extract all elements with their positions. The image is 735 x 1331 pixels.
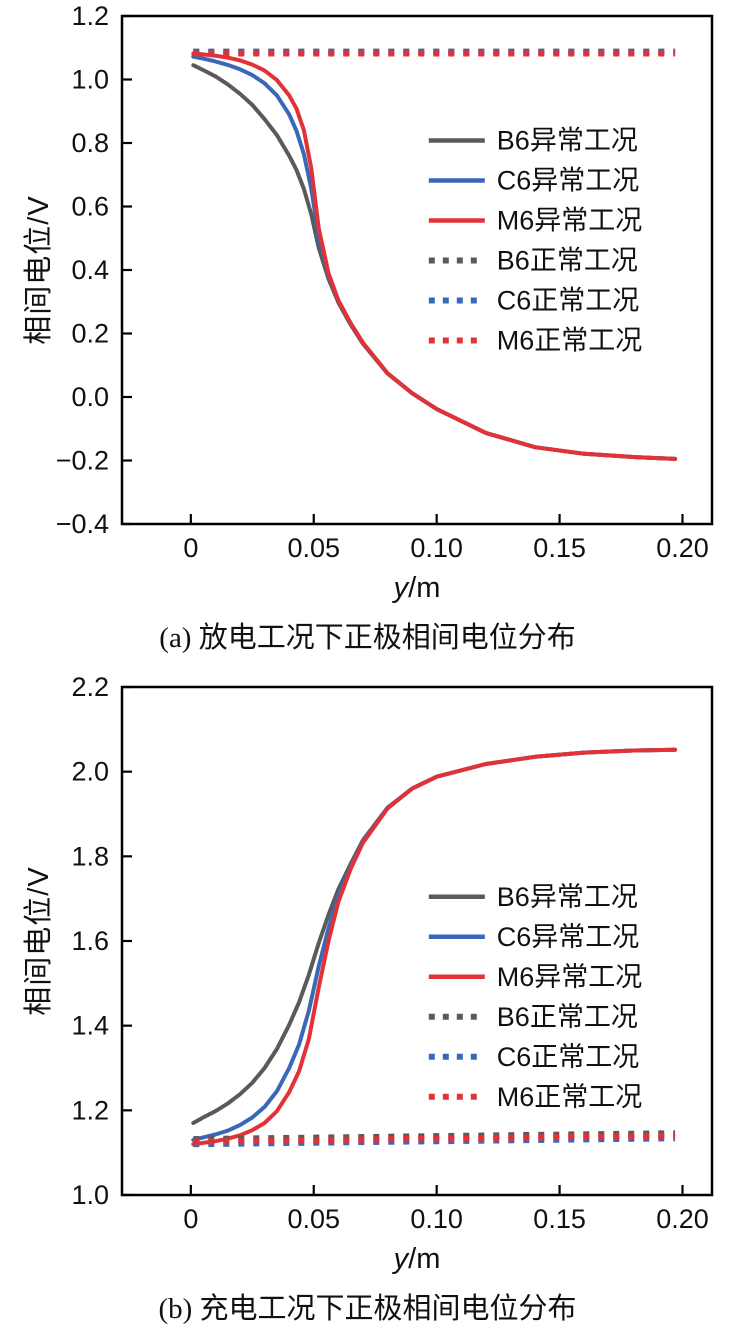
x-tick-label: 0.05	[287, 533, 340, 560]
x-tick-label: 0	[183, 533, 198, 560]
y-tick-label: 2.0	[71, 757, 109, 787]
legend-label-b6-abnormal: B6异常工况	[497, 882, 638, 912]
plot-frame	[120, 685, 714, 1197]
chart-b-y-axis-title: 相间电位/V	[23, 866, 55, 1016]
chart-b-caption: (b) 充电工况下正极相间电位分布	[158, 1293, 577, 1325]
chart-a-x-axis-title: y/m	[394, 572, 441, 605]
legend-label-c6-abnormal: C6异常工况	[497, 165, 640, 195]
y-tick-label: −0.4	[56, 509, 109, 539]
series-m6-abnormal	[191, 51, 678, 461]
series-m6-abnormal	[191, 747, 678, 1147]
y-tick-label: 1.6	[71, 926, 109, 956]
x-tick-label: 0.10	[410, 533, 463, 560]
x-tick-label: 0.20	[656, 533, 709, 560]
x-tick-label: 0.10	[410, 1204, 463, 1231]
y-tick-label: 0.4	[71, 255, 109, 285]
legend-label-b6-normal: B6正常工况	[497, 245, 638, 275]
y-tick-label: 2.2	[71, 672, 109, 702]
y-tick-label: 1.4	[71, 1011, 109, 1041]
chart-a-caption: (a) 放电工况下正极相间电位分布	[159, 622, 576, 654]
legend-label-m6-normal: M6正常工况	[497, 325, 643, 355]
x-tick-label: 0.15	[533, 1204, 586, 1231]
y-tick-label: −0.2	[56, 446, 109, 476]
y-tick-label: 1.0	[71, 65, 109, 95]
y-tick-label: 0.8	[71, 128, 109, 158]
legend-label-c6-normal: C6正常工况	[497, 1042, 640, 1072]
chart-b: 0 0.05 0.10 0.15 0.20 1.0 1.2 1.4 1.6 1.8 2.0 2.2 B6…	[0, 671, 735, 1331]
plot-frame	[120, 14, 714, 526]
x-tick-label: 0.15	[533, 533, 586, 560]
y-tick-label: 1.2	[71, 1095, 109, 1125]
x-axis-variable: y	[393, 572, 409, 604]
chart-a-plot: 0 0.05 0.10 0.15 0.20 −0.4 −0.2 0.0 0.2 0.4 0.6 0.8…	[56, 1, 714, 560]
series-m6-normal	[193, 1132, 676, 1145]
legend-label-m6-abnormal: M6异常工况	[497, 962, 643, 992]
x-axis-unit: /m	[408, 1243, 441, 1275]
y-tick-label: 1.2	[71, 1, 109, 31]
legend-label-c6-normal: C6正常工况	[497, 285, 640, 315]
chart-a-y-axis-title: 相间电位/V	[23, 195, 55, 345]
y-tick-label: 1.0	[71, 1180, 109, 1210]
x-axis-variable: y	[393, 1243, 409, 1275]
x-axis-unit: /m	[408, 572, 441, 604]
legend-label-b6-normal: B6正常工况	[497, 1002, 638, 1032]
chart-b-plot: 0 0.05 0.10 0.15 0.20 1.0 1.2 1.4 1.6 1.8 2.0 2.2 B6…	[71, 672, 714, 1231]
legend-label-m6-normal: M6正常工况	[497, 1082, 643, 1112]
legend-label-c6-abnormal: C6异常工况	[497, 922, 640, 952]
x-tick-label: 0	[183, 1204, 198, 1231]
y-tick-label: 0.2	[71, 319, 109, 349]
chart-a: 0 0.05 0.10 0.15 0.20 −0.4 −0.2 0.0 0.2 0.4 0.6 0.8…	[0, 0, 735, 660]
y-tick-label: 0.6	[71, 192, 109, 222]
y-tick-label: 1.8	[71, 841, 109, 871]
legend-label-b6-abnormal: B6异常工况	[497, 125, 638, 155]
x-tick-label: 0.20	[656, 1204, 709, 1231]
legend-label-m6-abnormal: M6异常工况	[497, 205, 643, 235]
y-tick-label: 0.0	[71, 382, 109, 412]
x-tick-label: 0.05	[287, 1204, 340, 1231]
chart-b-x-axis-title: y/m	[394, 1243, 441, 1276]
